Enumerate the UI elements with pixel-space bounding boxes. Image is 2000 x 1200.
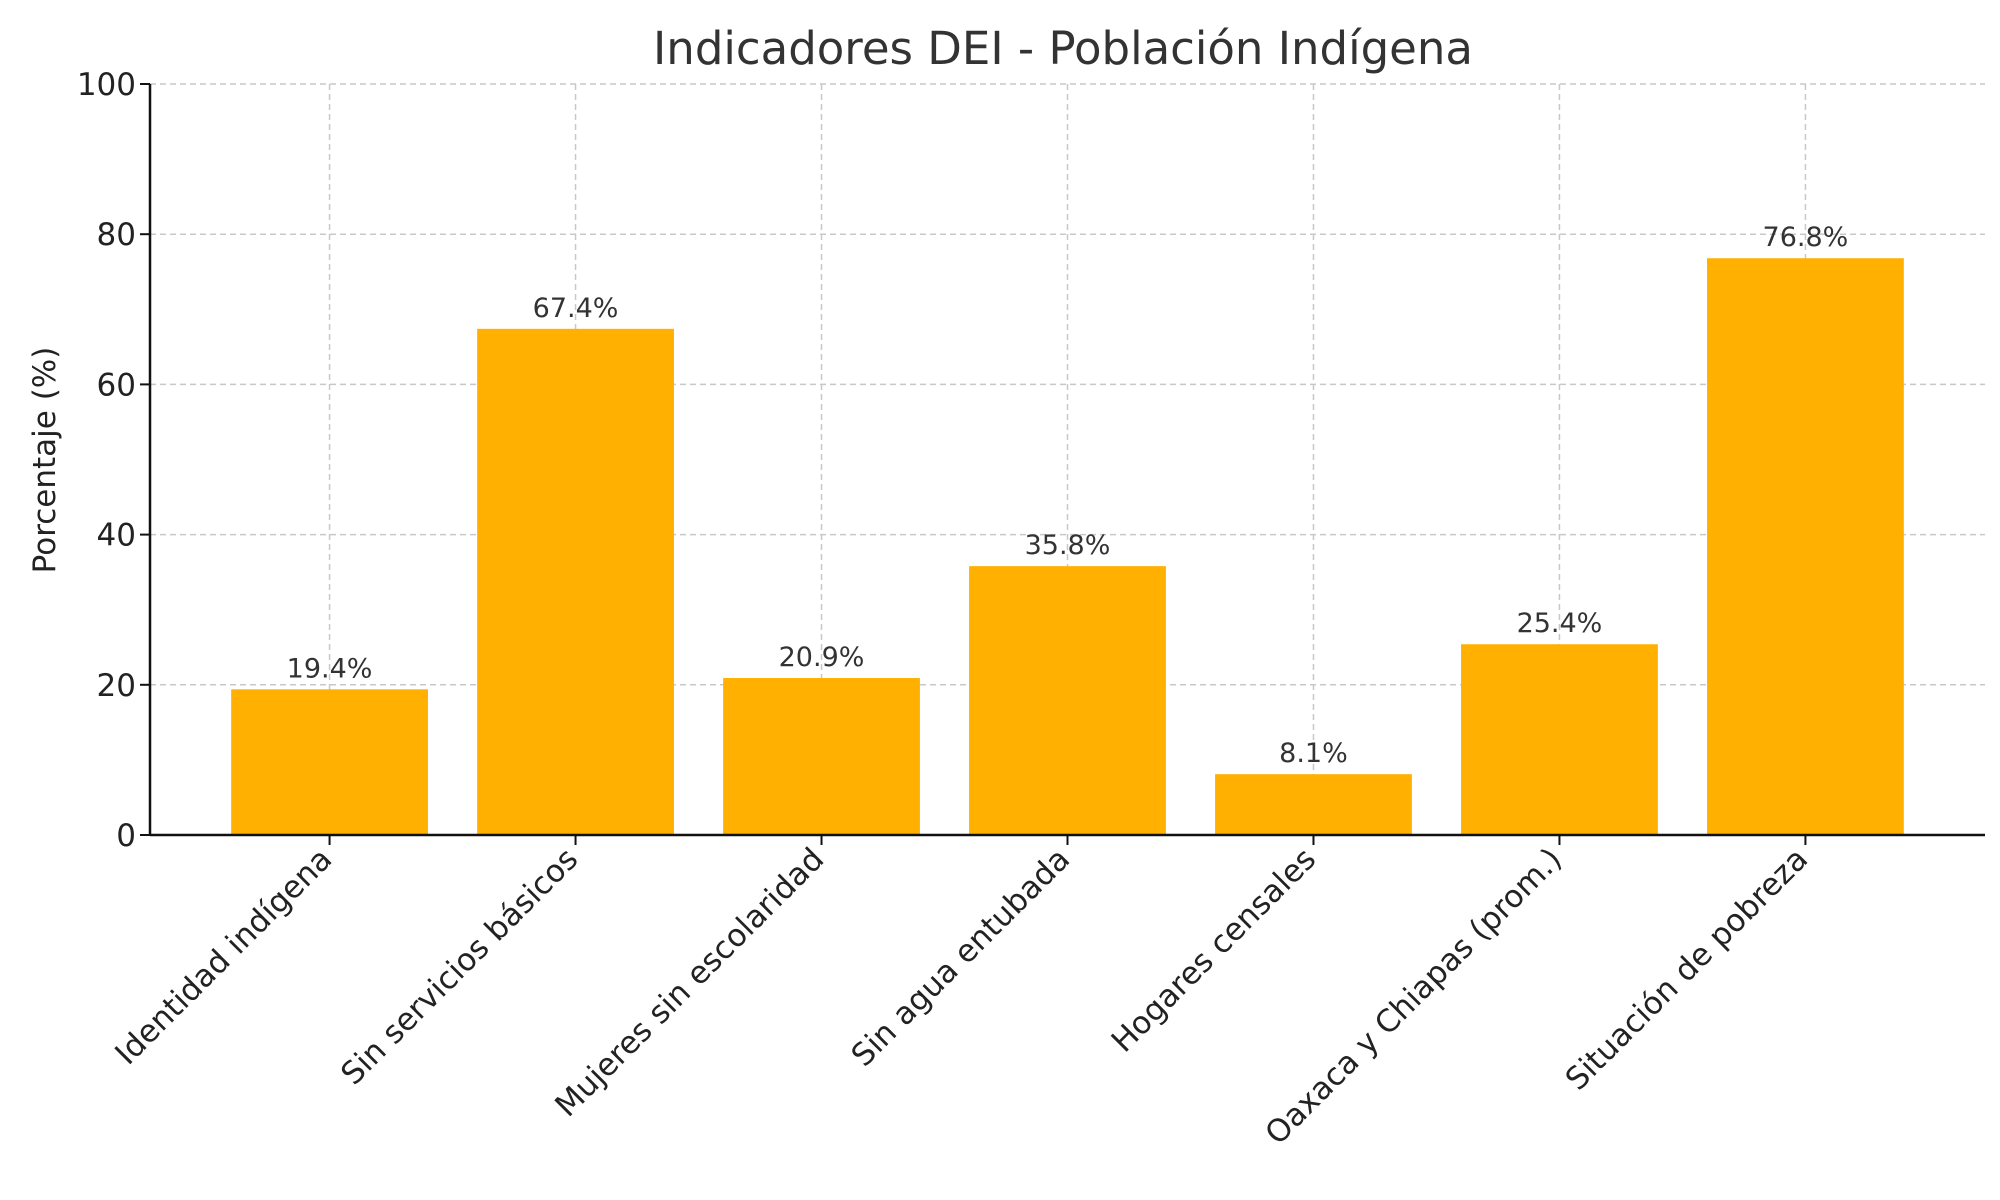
y-tick-label: 20 (97, 668, 136, 704)
bar-value-label: 35.8% (1025, 530, 1111, 561)
bar-value-label: 20.9% (779, 642, 865, 673)
chart-title: Indicadores DEI - Población Indígena (653, 22, 1473, 75)
y-tick-label: 80 (97, 217, 136, 253)
bar (1707, 258, 1904, 835)
x-tick-label: Situación de pobreza (1559, 841, 1815, 1097)
data-labels-layer: 19.4% 67.4% 20.9% 35.8% 8.1% 25.4% 76.8% (287, 222, 1849, 769)
x-tick-label: Oaxaca y Chiapas (prom.) (1258, 841, 1569, 1152)
bar-value-label: 25.4% (1517, 608, 1603, 639)
y-tick-label: 40 (97, 518, 136, 554)
y-tick-label: 0 (116, 818, 136, 854)
x-tick-label: Identidad indígena (108, 841, 339, 1072)
bar (1215, 774, 1412, 835)
y-tick-label: 100 (77, 67, 136, 103)
y-tick-label: 60 (97, 367, 136, 403)
bar (231, 689, 428, 835)
bar-value-label: 67.4% (533, 293, 619, 324)
x-tick-label: Mujeres sin escolaridad (548, 841, 831, 1124)
bar-value-label: 8.1% (1279, 738, 1348, 769)
bar (1461, 644, 1658, 835)
x-tick-label: Hogares censales (1105, 841, 1323, 1059)
x-tick-label: Sin agua entubada (845, 841, 1078, 1074)
bar-value-label: 76.8% (1763, 222, 1849, 253)
bar (969, 566, 1166, 835)
bar-value-label: 19.4% (287, 653, 373, 684)
y-axis-label: Porcentaje (%) (27, 347, 63, 574)
bars-layer (231, 258, 1904, 835)
x-tick-label: Sin servicios básicos (334, 841, 585, 1092)
bar (723, 678, 920, 835)
bar (477, 328, 674, 835)
